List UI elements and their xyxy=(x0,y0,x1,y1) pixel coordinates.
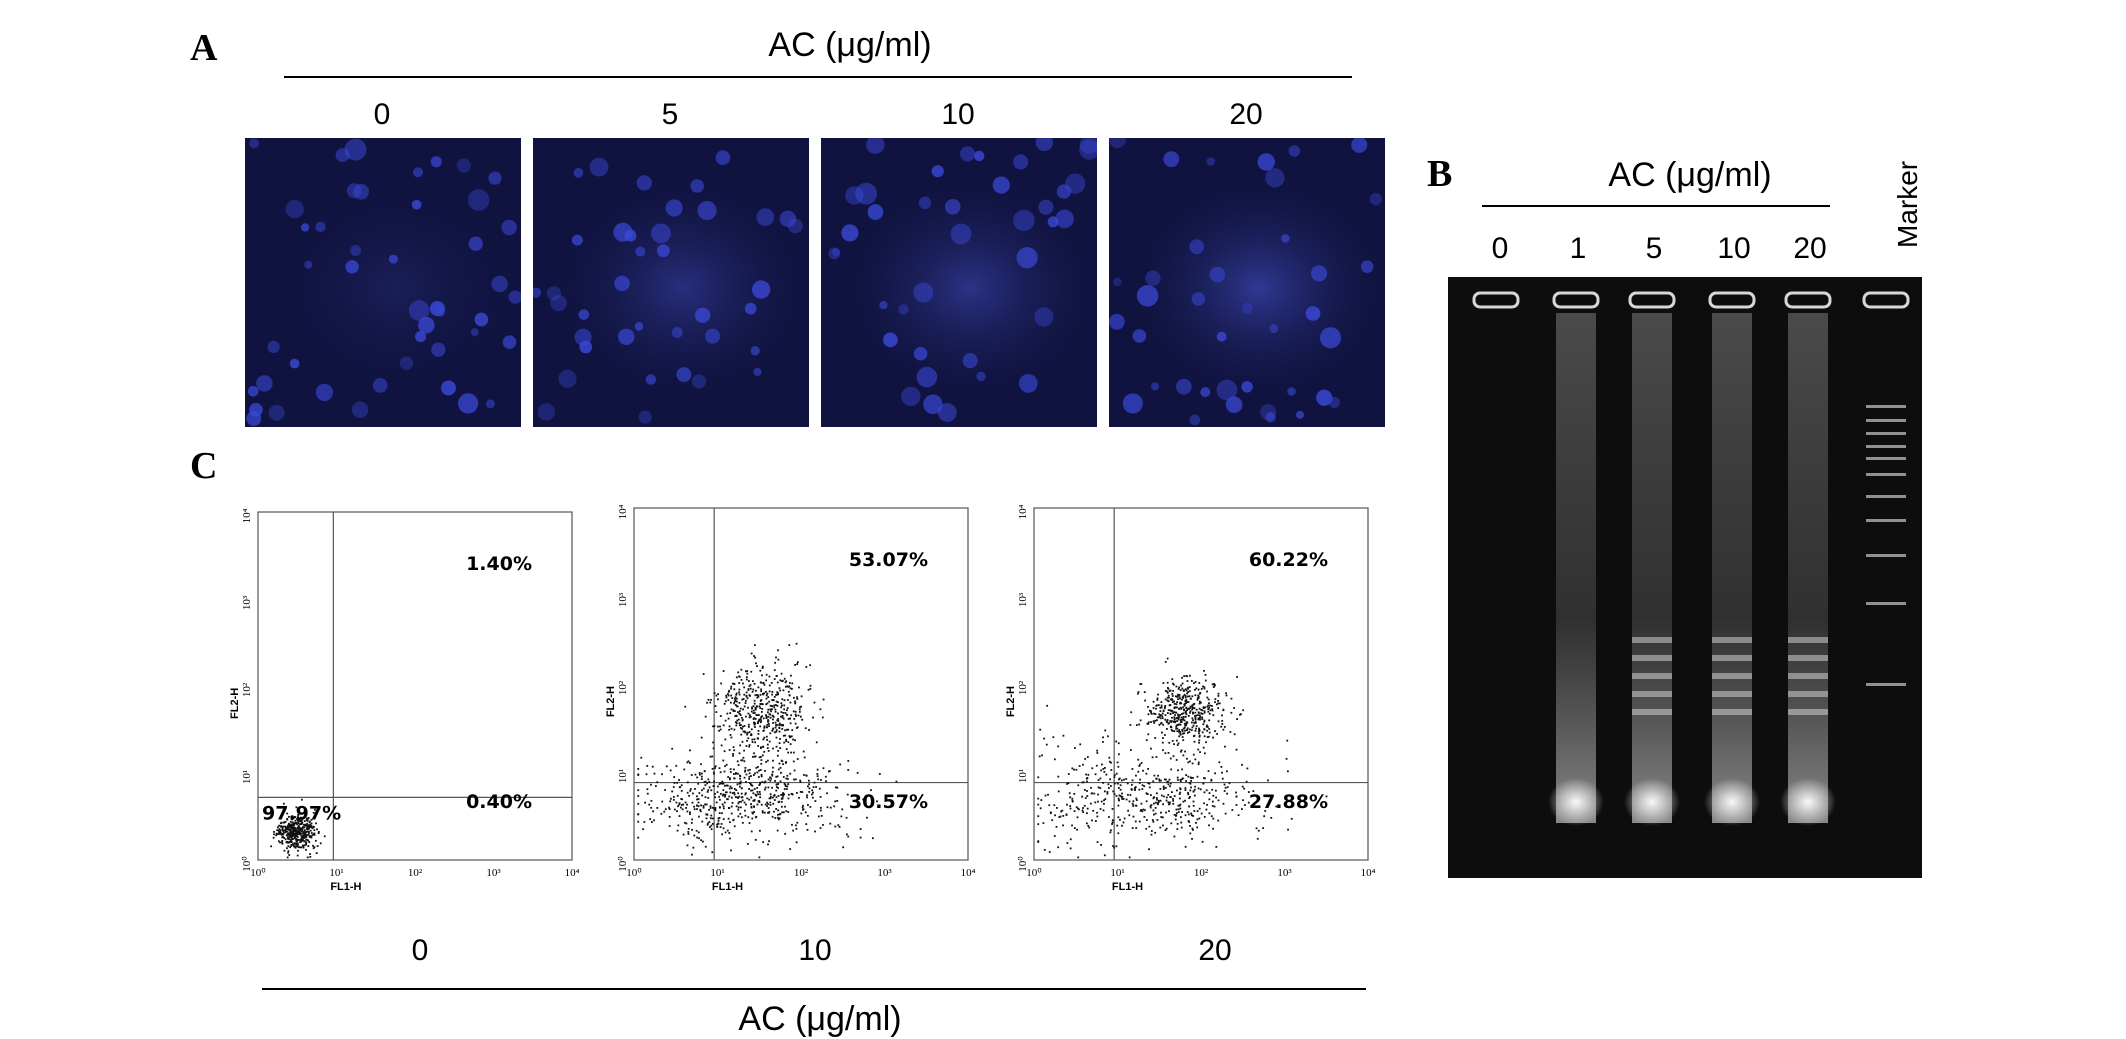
y-axis-label: FL2-H xyxy=(1005,686,1017,717)
micrograph-dose-5 xyxy=(533,138,809,427)
x-tick-label: 10¹ xyxy=(329,867,343,879)
quadrant-lower-right-pct: 30.57% xyxy=(849,791,928,813)
y-tick-label: 10² xyxy=(617,680,629,695)
x-tick-label: 10² xyxy=(794,867,809,879)
panel-c-dose-label: 0 xyxy=(411,934,429,967)
flow-events xyxy=(270,798,326,859)
panel-a-dose-label: 5 xyxy=(661,98,679,131)
quadrant-upper-right-pct: 60.22% xyxy=(1249,549,1328,571)
y-tick-label: 10³ xyxy=(617,592,629,607)
micrograph-dose-0 xyxy=(245,138,521,427)
x-tick-label: 10⁰ xyxy=(1026,867,1042,879)
flow-events xyxy=(1037,657,1328,859)
quadrant-upper-right-pct: 1.40% xyxy=(466,553,532,575)
gel-lane-label: 20 xyxy=(1793,232,1827,265)
x-tick-label: 10³ xyxy=(877,867,892,879)
panel-a-header-rule xyxy=(284,76,1352,78)
y-tick-label: 10⁰ xyxy=(617,856,629,872)
x-axis-label: FL1-H xyxy=(330,881,361,893)
y-tick-label: 10³ xyxy=(241,595,253,610)
x-tick-label: 10² xyxy=(1194,867,1209,879)
flow-plot-dose-0: 10⁰ 10⁰ 10¹ 10¹ 10² 10² 10³ 10³ 10⁴ 10⁴ FL1-H FL2-H… xyxy=(229,490,600,910)
micrograph-dose-10 xyxy=(821,138,1097,427)
y-tick-label: 10⁴ xyxy=(241,508,253,523)
x-axis-label: FL1-H xyxy=(712,881,743,893)
gel-lane-label: 5 xyxy=(1645,232,1663,265)
x-tick-label: 10⁴ xyxy=(961,867,976,879)
quadrant-upper-right-pct: 53.07% xyxy=(849,549,928,571)
quadrant-lower-right-pct: 0.40% xyxy=(466,791,532,813)
panel-a-header: AC (μg/ml) xyxy=(768,26,932,64)
flow-plot-dose-20: 10⁰ 10⁰ 10¹ 10¹ 10² 10² 10³ 10³ 10⁴ 10⁴ FL1-H FL2-H… xyxy=(1005,486,1396,910)
panel-c-footer: AC (μg/ml) xyxy=(738,1000,902,1038)
x-tick-label: 10¹ xyxy=(1110,867,1124,879)
gel-marker-label: Marker xyxy=(1892,160,1923,248)
y-tick-label: 10³ xyxy=(1017,592,1029,607)
flow-plot-dose-10: 10⁰ 10⁰ 10¹ 10¹ 10² 10² 10³ 10³ 10⁴ 10⁴ FL1-H FL2-H… xyxy=(605,486,996,910)
flow-events xyxy=(637,642,898,859)
x-tick-label: 10³ xyxy=(486,867,501,879)
quadrant-lower-right-pct: 27.88% xyxy=(1249,791,1328,813)
x-tick-label: 10³ xyxy=(1277,867,1292,879)
y-tick-label: 10² xyxy=(241,682,253,697)
quadrant-lower-left-pct: 97.97% xyxy=(262,802,341,824)
micrograph-image xyxy=(245,138,521,427)
micrograph-image xyxy=(533,138,809,427)
panel-a-dose-label: 0 xyxy=(373,98,391,131)
x-tick-label: 10² xyxy=(408,867,423,879)
panel-b-header-rule xyxy=(1482,205,1830,207)
x-tick-label: 10⁴ xyxy=(1361,867,1376,879)
micrograph-dose-20 xyxy=(1109,138,1385,427)
panel-letter-c: C xyxy=(190,445,218,487)
y-tick-label: 10⁴ xyxy=(1017,504,1029,519)
panel-c-footer-rule xyxy=(262,988,1366,990)
panel-c-dose-label: 20 xyxy=(1198,934,1232,967)
y-tick-label: 10¹ xyxy=(617,769,629,783)
y-axis-label: FL2-H xyxy=(229,688,241,719)
x-tick-label: 10⁰ xyxy=(250,867,266,879)
y-tick-label: 10² xyxy=(1017,680,1029,695)
panel-b-header: AC (μg/ml) xyxy=(1608,156,1772,194)
panel-c-dose-label: 10 xyxy=(798,934,832,967)
x-tick-label: 10¹ xyxy=(710,867,724,879)
y-tick-label: 10¹ xyxy=(1017,769,1029,783)
gel-image xyxy=(1472,291,1910,826)
y-tick-label: 10⁴ xyxy=(617,504,629,519)
panel-a-dose-label: 10 xyxy=(941,98,975,131)
panel-a-dose-label: 20 xyxy=(1229,98,1263,131)
y-axis-label: FL2-H xyxy=(605,686,617,717)
panel-letter-a: A xyxy=(190,27,218,69)
dna-ladder-gel xyxy=(1448,277,1922,878)
x-tick-label: 10⁰ xyxy=(626,867,642,879)
x-tick-label: 10⁴ xyxy=(565,867,580,879)
micrograph-image xyxy=(1109,138,1385,427)
y-tick-label: 10¹ xyxy=(241,770,253,784)
micrograph-image xyxy=(821,138,1097,427)
gel-lane-label: 0 xyxy=(1491,232,1509,265)
gel-lane-label: 1 xyxy=(1569,232,1587,265)
x-axis-label: FL1-H xyxy=(1112,881,1143,893)
gel-lane-label: 10 xyxy=(1717,232,1751,265)
y-tick-label: 10⁰ xyxy=(241,856,253,872)
y-tick-label: 10⁰ xyxy=(1017,856,1029,872)
panel-letter-b: B xyxy=(1427,153,1453,195)
